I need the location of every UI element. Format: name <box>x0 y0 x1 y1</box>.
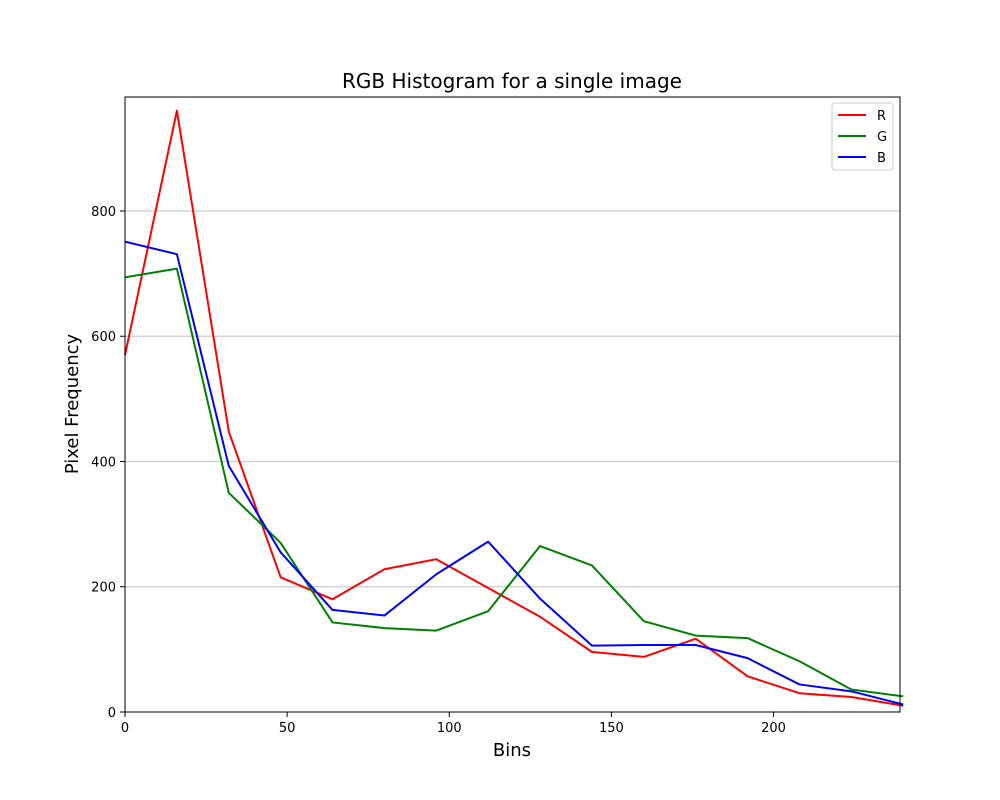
y-tick-label-200: 200 <box>91 581 116 596</box>
y-tick-label-0: 0 <box>108 706 116 721</box>
chart-title: RGB Histogram for a single image <box>342 69 682 93</box>
legend: RGB <box>831 102 894 171</box>
x-tick-label-0: 0 <box>121 721 129 736</box>
grid-layer <box>125 210 900 588</box>
y-tick-label-800: 800 <box>91 205 116 220</box>
legend-label-R: R <box>877 109 886 124</box>
y-axis-ticks: 0 200 400 600 800 <box>91 205 125 721</box>
series-line-G <box>124 267 904 698</box>
y-tick-label-600: 600 <box>91 330 116 345</box>
x-tick-label-100: 100 <box>437 721 462 736</box>
plot-frame <box>124 96 901 713</box>
x-tick-label-50: 50 <box>279 721 296 736</box>
legend-label-G: G <box>877 130 887 145</box>
series-line-B <box>124 240 904 706</box>
series-line-R <box>124 109 904 707</box>
y-axis-label: Pixel Frequency <box>62 333 83 474</box>
x-axis-ticks: 0 50 100 150 200 <box>121 712 786 736</box>
series-layer <box>124 109 904 707</box>
y-tick-label-400: 400 <box>91 455 116 470</box>
x-tick-label-150: 150 <box>599 721 624 736</box>
x-tick-label-200: 200 <box>761 721 786 736</box>
legend-label-B: B <box>877 151 886 166</box>
x-axis-label: Bins <box>493 740 531 761</box>
